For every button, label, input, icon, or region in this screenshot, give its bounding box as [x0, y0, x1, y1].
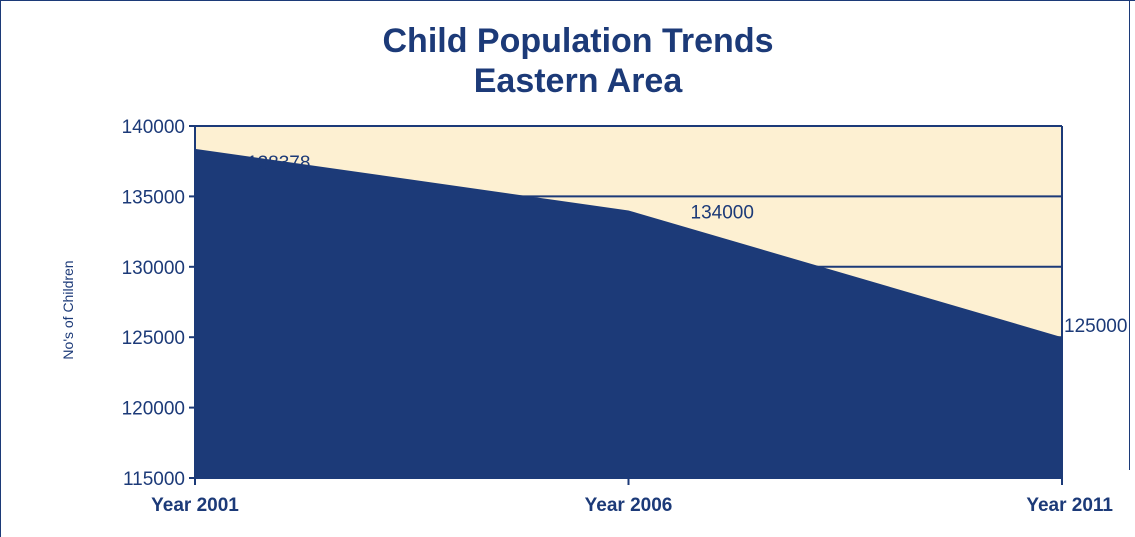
y-tick-label: 140000 [122, 117, 185, 138]
y-tick-label: 115000 [123, 469, 185, 490]
y-tick-labels: 115000 120000 125000 130000 135000 140000 [122, 117, 185, 490]
data-label: 134000 [691, 202, 754, 223]
x-tick-labels: Year 2001 Year 2006 Year 2011 [151, 495, 1113, 516]
y-axis-label: No's of Children [60, 260, 76, 359]
x-tick-label: Year 2001 [151, 495, 239, 516]
x-tick-label: Year 2011 [1026, 495, 1113, 516]
data-label: 125000 [1064, 316, 1127, 337]
y-tick-label: 135000 [122, 187, 185, 208]
series-area [195, 148, 1062, 478]
chart-subtitle: Eastern Area [474, 62, 684, 100]
chart-title: Child Population Trends [383, 22, 774, 60]
x-tick-label: Year 2006 [585, 495, 673, 516]
y-tick-label: 120000 [122, 399, 185, 420]
data-label: 138378 [247, 153, 310, 174]
data-labels: 138378 134000 125000 [247, 153, 1127, 337]
y-tick-label: 130000 [122, 258, 185, 279]
axes [189, 125, 1063, 485]
y-tick-label: 125000 [122, 328, 185, 349]
